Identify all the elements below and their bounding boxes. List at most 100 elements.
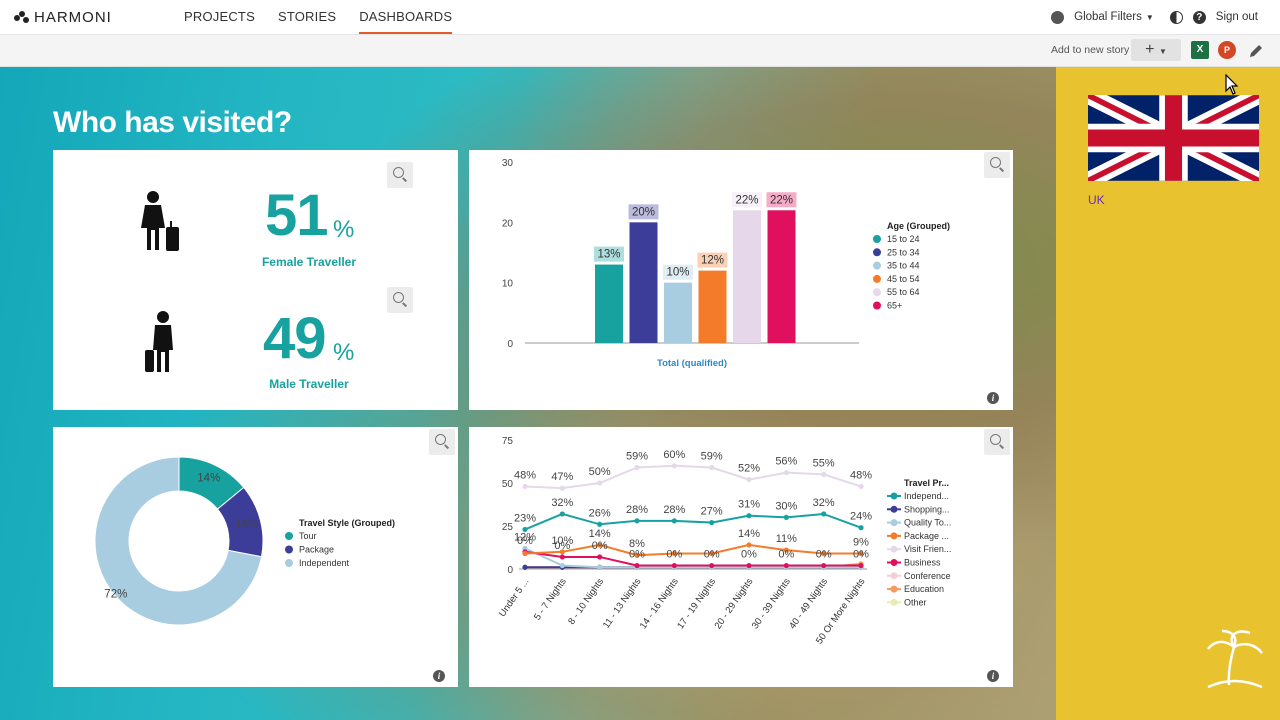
data-label: 0% [629, 549, 645, 561]
data-label: 32% [813, 497, 835, 509]
slice-label: 72% [104, 588, 127, 600]
series-point [783, 547, 789, 553]
country-panel [1056, 67, 1280, 720]
data-label: 0% [778, 549, 794, 561]
add-to-story-button[interactable]: + ▼ [1131, 39, 1181, 61]
data-label-background [628, 204, 659, 220]
legend-title: Travel Pr... [904, 478, 949, 488]
legend-label: Business [904, 558, 941, 568]
series-point [597, 554, 603, 560]
data-label: 59% [626, 451, 648, 463]
data-label: 27% [701, 506, 723, 518]
series-point [783, 562, 789, 569]
data-label: 14% [589, 528, 611, 540]
data-label: 47% [551, 471, 573, 483]
bar [595, 264, 623, 343]
tab-projects[interactable]: PROJECTS [184, 9, 255, 24]
data-label: 0% [592, 540, 608, 552]
series-point [783, 470, 789, 476]
tab-stories[interactable]: STORIES [277, 9, 337, 24]
donut-slice [94, 456, 263, 626]
theme-toggle-icon[interactable] [1169, 10, 1183, 24]
legend-marker [285, 559, 293, 567]
legend-marker [890, 585, 898, 593]
data-label: 0% [853, 549, 869, 561]
series-line [524, 543, 861, 557]
info-icon[interactable]: i [433, 670, 445, 682]
female-percent-sign: % [333, 216, 355, 243]
bar [664, 282, 692, 343]
series-line [524, 550, 861, 567]
legend-marker [890, 505, 898, 513]
legend-label: Independent [299, 558, 350, 568]
globe-icon [1051, 10, 1065, 24]
series-point [709, 550, 715, 557]
series-line [524, 512, 862, 531]
legend-label: Independ... [904, 491, 949, 501]
series-point [522, 550, 528, 557]
series-point [559, 562, 565, 569]
zoom-icon[interactable] [387, 162, 413, 188]
series-point [821, 471, 827, 477]
data-label: 24% [850, 511, 872, 523]
legend-label: Quality To... [904, 518, 951, 528]
data-label: 20% [632, 206, 655, 218]
legend-label: 15 to 24 [887, 234, 920, 244]
data-label: 55% [813, 457, 835, 469]
series-point [597, 542, 603, 548]
age-bar-chart-card: 0 10 20 30 13% 20% 10% 12% 22% 22% Total (qualifie… [469, 150, 1013, 410]
info-icon[interactable]: i [987, 670, 999, 682]
y-tick-label: 10 [502, 279, 514, 290]
excel-export-icon[interactable]: X [1191, 41, 1209, 59]
zoom-icon[interactable] [387, 287, 413, 313]
data-label: 14% [738, 528, 760, 540]
bar [629, 222, 658, 343]
data-label: 48% [514, 469, 536, 481]
male-percent-sign: % [333, 339, 355, 366]
data-label-background [663, 264, 693, 280]
series-point [522, 564, 528, 570]
series-point [559, 549, 565, 555]
data-label: 0% [554, 540, 570, 552]
zoom-icon[interactable] [984, 152, 1010, 178]
zoom-icon[interactable] [984, 429, 1010, 455]
legend-marker [890, 545, 898, 553]
legend-label: Conference [904, 571, 951, 581]
info-icon[interactable]: i [987, 392, 999, 404]
data-label-background [732, 192, 762, 208]
series-point [858, 550, 864, 557]
data-label: 12% [701, 255, 724, 267]
y-tick-label: 0 [507, 339, 513, 350]
main-nav: PROJECTS STORIES DASHBOARDS [184, 0, 475, 34]
edit-pencil-icon[interactable] [1248, 43, 1264, 59]
bar [733, 210, 761, 343]
sign-out-link[interactable]: Sign out [1215, 11, 1258, 23]
bar [698, 270, 727, 343]
powerpoint-export-icon[interactable]: P [1218, 41, 1236, 59]
logo-text: HARMONI [34, 9, 112, 26]
x-axis-title: Total (qualified) [657, 358, 727, 369]
series-point [671, 562, 677, 569]
series-point [559, 485, 565, 491]
x-tick-label: 20 - 29 Nights [713, 576, 756, 631]
data-label: 48% [850, 469, 872, 481]
tab-dashboards[interactable]: DASHBOARDS [359, 0, 453, 34]
data-label: 10% [666, 267, 689, 279]
legend-marker [890, 559, 898, 566]
travel-style-donut-chart: 14% 14% 72% Travel Style (Grouped) Tour Packa… [94, 456, 395, 626]
chevron-down-icon: ▼ [1145, 13, 1154, 22]
length-of-stay-card: 0 25 50 75 Under 5 ... 5 - 7 Nights 8 - 10 Nig… [469, 427, 1013, 687]
global-filters-button[interactable]: Global Filters ▼ [1074, 11, 1154, 23]
mouse-cursor-icon [1225, 74, 1239, 95]
harmoni-logo[interactable]: HARMONI [14, 9, 112, 26]
legend-label: Visit Frien... [904, 544, 951, 554]
dashboard-toolbar: Add to new story + ▼ X P [0, 35, 1280, 67]
series-point [709, 464, 715, 471]
zoom-icon[interactable] [429, 429, 455, 455]
add-to-story-label: Add to new story [1051, 44, 1130, 56]
country-label[interactable]: UK [1088, 193, 1105, 207]
data-label-background [766, 192, 797, 208]
series-point [746, 476, 752, 483]
help-icon[interactable]: ? [1192, 10, 1206, 24]
